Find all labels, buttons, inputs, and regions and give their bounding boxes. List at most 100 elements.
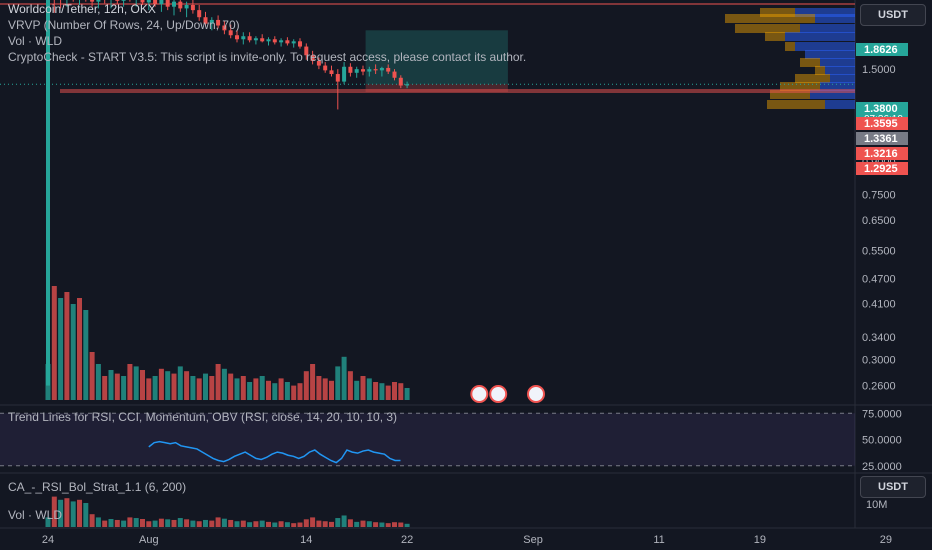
volume-pane-bar bbox=[322, 521, 328, 527]
volume-pane-bar bbox=[316, 520, 322, 527]
volume-bar bbox=[310, 364, 316, 400]
price-label-tag bbox=[856, 147, 908, 160]
volume-profile-bar bbox=[815, 66, 825, 75]
time-tick-label: 29 bbox=[880, 534, 892, 546]
currency-selector-top[interactable]: USDT bbox=[860, 4, 926, 26]
volume-profile-bar bbox=[805, 50, 855, 59]
volume-pane-bar bbox=[196, 521, 202, 527]
volume-bar bbox=[114, 373, 120, 400]
candle-body bbox=[228, 30, 233, 36]
volume-pane-bar bbox=[209, 520, 215, 527]
volume-pane-bar bbox=[360, 520, 366, 527]
price-label-text: 1.8626 bbox=[864, 44, 898, 56]
volume-bar bbox=[127, 364, 133, 400]
economic-event-flag-icon bbox=[489, 385, 508, 403]
volume-bar bbox=[95, 364, 101, 400]
volume-pane-bar bbox=[347, 519, 353, 527]
volume-profile-bar bbox=[785, 32, 855, 41]
volume-bar bbox=[335, 366, 341, 400]
volume-bar bbox=[297, 383, 303, 400]
volume-bar bbox=[89, 352, 95, 400]
volume-bar bbox=[215, 364, 221, 400]
volume-pane-bar bbox=[404, 523, 410, 527]
candle-body bbox=[260, 38, 265, 42]
candle-body bbox=[323, 65, 328, 71]
candle-body bbox=[121, 0, 126, 1]
volume-bar bbox=[379, 383, 385, 400]
volume-pane-bar bbox=[221, 518, 227, 527]
time-tick-label: 11 bbox=[653, 534, 664, 546]
candle-body bbox=[46, 0, 50, 386]
price-label-text: 1.3361 bbox=[864, 133, 898, 145]
vrvp-legend[interactable]: VRVP (Number Of Rows, 24, Up/Down, 70) bbox=[8, 18, 240, 32]
volume-bar bbox=[322, 378, 328, 400]
volume-bar bbox=[329, 380, 334, 400]
volume-bar bbox=[253, 378, 259, 400]
symbol-title[interactable]: Worldcoin/Tether, 12h, OKX bbox=[8, 2, 156, 16]
candle-body bbox=[392, 71, 397, 78]
price-tick-label: 0.3400 bbox=[862, 332, 896, 344]
candle-body bbox=[329, 70, 334, 75]
volume-bar bbox=[303, 371, 309, 400]
time-tick-label: 24 bbox=[42, 534, 54, 546]
volume-bar bbox=[190, 376, 196, 400]
volume-pane-bar bbox=[102, 520, 108, 527]
volume-pane-bar bbox=[385, 523, 391, 527]
candle-body bbox=[165, 0, 170, 7]
price-label-tag bbox=[856, 117, 908, 130]
volume-legend[interactable]: Vol · WLD bbox=[8, 34, 63, 48]
price-label-text: 1.3216 bbox=[864, 148, 898, 160]
volume-bar bbox=[121, 376, 127, 400]
rsi-line bbox=[148, 440, 401, 464]
volume-pane-bar bbox=[70, 501, 76, 527]
economic-event-flag-icon bbox=[470, 385, 489, 403]
rsi-trendlines-legend[interactable]: Trend Lines for RSI, CCI, Momentum, OBV … bbox=[8, 410, 398, 424]
candle-body bbox=[405, 84, 410, 86]
candle-body bbox=[203, 17, 208, 24]
price-tick-label: 0.6500 bbox=[862, 215, 896, 227]
volume-pane-bar bbox=[266, 521, 271, 527]
candle-body bbox=[222, 25, 227, 31]
volume-bar bbox=[133, 366, 139, 400]
candle-body bbox=[310, 55, 315, 61]
economic-event-flag-icon bbox=[527, 385, 545, 403]
volume-profile-bar bbox=[795, 42, 855, 51]
candle-body bbox=[316, 60, 321, 66]
volume-pane-legend[interactable]: Vol · WLD bbox=[8, 508, 63, 522]
time-tick-label: 14 bbox=[300, 534, 312, 546]
volume-pane-bar bbox=[108, 519, 114, 527]
candle-body bbox=[279, 40, 284, 43]
volume-profile-bar bbox=[725, 14, 815, 23]
candle-body bbox=[373, 69, 378, 71]
price-tick-label: 0.3000 bbox=[862, 355, 896, 367]
currency-selector-bottom[interactable]: USDT bbox=[860, 476, 926, 498]
volume-profile-bar bbox=[820, 82, 855, 91]
volume-bar bbox=[347, 371, 353, 400]
volume-pane-bar bbox=[240, 520, 246, 527]
volume-bar bbox=[196, 378, 202, 400]
candle-body bbox=[291, 41, 296, 44]
volume-profile-bar bbox=[795, 8, 855, 17]
ca-strategy-legend[interactable]: CA_-_RSI_Bol_Strat_1.1 (6, 200) bbox=[8, 480, 187, 494]
candle-body bbox=[115, 0, 120, 1]
candle-body bbox=[172, 1, 176, 7]
volume-pane-bar bbox=[184, 519, 190, 527]
volume-bar bbox=[203, 373, 208, 400]
volume-pane-bar bbox=[354, 521, 360, 527]
volume-profile-bar bbox=[810, 90, 855, 99]
volume-pane-bar bbox=[297, 522, 303, 527]
volume-pane-bar bbox=[228, 519, 234, 527]
candle-body bbox=[241, 36, 246, 40]
volume-profile-bar bbox=[800, 58, 820, 67]
volume-pane-bar bbox=[392, 522, 397, 527]
candle-body bbox=[367, 69, 372, 72]
price-label-text: 1.3595 bbox=[864, 118, 898, 130]
candle-body bbox=[266, 39, 271, 42]
volume-bar bbox=[146, 378, 152, 400]
volume-pane-bar bbox=[272, 522, 278, 527]
volume-bar bbox=[240, 376, 246, 400]
volume-profile-bar bbox=[820, 58, 855, 67]
cryptocheck-legend[interactable]: CryptoCheck - START V3.5: This script is… bbox=[8, 50, 527, 64]
volume-bar bbox=[45, 364, 51, 400]
